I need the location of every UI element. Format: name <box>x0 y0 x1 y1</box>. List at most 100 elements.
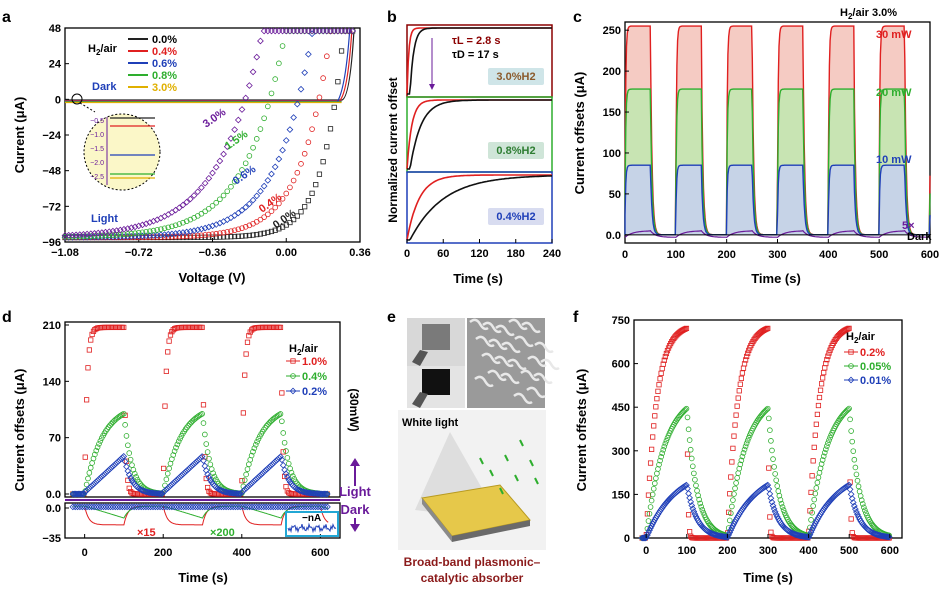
panel-b-label-bg <box>488 68 544 85</box>
panel-f-point-0.05% <box>650 485 657 492</box>
panel-f-point-0.05% <box>737 461 744 468</box>
panel-a-point-0.8% <box>265 103 271 110</box>
panel-a-xtick-label: 0.36 <box>349 247 370 259</box>
panel-d-point-0.4% <box>105 424 112 430</box>
panel-d-right-label: (30mW) <box>347 388 361 431</box>
panel-f-point-0.05% <box>733 480 739 486</box>
panel-d-dark-blue-point <box>140 503 147 511</box>
panel-d-light-label: Light <box>339 484 371 499</box>
panel-d-ytick-label: 140 <box>43 376 61 388</box>
panel-f-point-0.05% <box>738 457 745 464</box>
panel-f-point-0.01% <box>809 524 817 532</box>
panel-b-xlabel: Time (s) <box>453 271 503 286</box>
panel-d-point-0.4% <box>251 445 258 451</box>
panel-f-point-0.2% <box>821 370 827 376</box>
panel-f-point-0.01% <box>658 504 666 512</box>
panel-d-point-1.0% <box>244 339 251 345</box>
panel-c-title: H2/air 3.0% <box>840 7 897 21</box>
panel-d-ylabel: Current offsets (μA) <box>12 369 27 492</box>
panel-c-xtick-label: 500 <box>870 249 888 261</box>
panel-d-dark-blue-point <box>159 503 166 511</box>
panel-d-dark-blue-point <box>170 503 178 511</box>
panel-f-point-0.05% <box>819 457 826 463</box>
panel-f-point-0.05% <box>682 406 689 413</box>
panel-f-point-0.05% <box>648 497 655 504</box>
panel-d-dark-blue-point <box>295 503 303 511</box>
panel-d-point-0.2% <box>282 470 290 478</box>
panel-d-point-0.2% <box>120 452 128 460</box>
panel-d-dark-label: Dark <box>341 502 371 517</box>
panel-a-dark-label: Dark <box>92 81 117 93</box>
panel-f-point-0.05% <box>768 438 774 444</box>
panel-f-point-0.01% <box>689 505 697 513</box>
panel-a-point-0.0% <box>302 204 308 210</box>
panel-a-point-3.0% <box>205 174 213 182</box>
panel-f-point-0.2% <box>733 412 739 418</box>
panel-f-low-concentration: 0 100 200 300 400 500 600 0 150 300 450 600 750 Time… <box>574 315 903 585</box>
panel-f-point-0.05% <box>771 464 777 470</box>
panel-a-ytick-label: 0 <box>55 94 61 106</box>
panel-f-point-0.05% <box>745 435 752 441</box>
panel-d-point-0.4% <box>263 423 270 429</box>
panel-d-point-0.2% <box>200 457 207 464</box>
panel-f-point-0.05% <box>810 503 816 509</box>
panel-f-point-0.2% <box>847 479 853 485</box>
panel-d-dark-blue-point <box>283 503 291 511</box>
panel-e-sem-texture <box>500 372 520 385</box>
panel-f-point-0.05% <box>692 476 698 483</box>
panel-d-dark-blue-point <box>276 503 284 511</box>
panel-d-point-0.2% <box>275 454 283 462</box>
panel-f-point-0.05% <box>850 448 857 454</box>
panel-a-point-0.4% <box>301 150 308 157</box>
panel-d-dark-blue-point <box>258 503 265 511</box>
panel-c-power-cycles: 0 100 200 300 400 500 600 0.0 50 100 150 200 250 Tim… <box>572 7 939 286</box>
panel-a-point-0.0% <box>265 229 271 236</box>
panel-f-point-0.05% <box>774 483 781 489</box>
panel-a-point-0.0% <box>276 226 282 232</box>
panel-a-point-0.4% <box>231 227 238 234</box>
panel-a-point-3.0% <box>201 179 209 187</box>
panel-f-point-0.05% <box>824 443 830 449</box>
panel-a-point-0.6% <box>271 163 279 171</box>
panel-d-dark-blue-point <box>291 503 298 511</box>
panel-e-sample-after <box>422 369 450 395</box>
panel-f-point-0.05% <box>776 492 783 499</box>
panel-d-dark-blue-point <box>194 503 202 511</box>
panel-d-dark-blue-point <box>177 503 185 511</box>
panel-d-dark-blue-point <box>324 503 331 511</box>
panel-f-point-0.05% <box>823 446 829 453</box>
panel-f-point-0.05% <box>687 446 694 453</box>
panel-d-dark-blue-point <box>133 503 140 511</box>
panel-f-point-0.2% <box>848 516 854 522</box>
panel-a-point-0.8% <box>88 233 94 239</box>
panel-a-point-0.0% <box>291 216 297 223</box>
panel-a-point-0.8% <box>206 205 212 212</box>
panel-d-point-0.4% <box>276 411 282 418</box>
panel-d-point-0.4% <box>85 475 91 482</box>
panel-a-point-3.0% <box>175 204 183 212</box>
panel-a-point-0.0% <box>272 227 278 233</box>
panel-d-point-0.4% <box>246 461 252 468</box>
panel-f-point-0.01% <box>767 494 775 502</box>
panel-f-point-0.05% <box>815 474 822 481</box>
panel-d-point-1.0% <box>280 449 286 455</box>
panel-d-point-1.0% <box>163 368 169 374</box>
panel-a-point-0.6% <box>209 222 216 230</box>
panel-d-point-0.2% <box>154 490 162 497</box>
panel-a-point-0.4% <box>187 233 194 239</box>
panel-a-ytick-label: −48 <box>42 166 61 178</box>
panel-a-point-0.0% <box>213 234 219 240</box>
panel-d-dark-blue-point <box>312 503 320 511</box>
panel-d-dark-blue-point <box>93 503 100 511</box>
panel-d-dark-blue-point <box>168 503 176 511</box>
panel-d-legend-label: 0.4% <box>302 371 327 383</box>
panel-a-point-3.0% <box>113 227 120 234</box>
panel-d-point-0.4% <box>166 465 172 472</box>
panel-f-point-0.05% <box>862 507 868 514</box>
panel-b-tau-d: τD = 17 s <box>452 49 499 61</box>
panel-d-point-1.0% <box>203 475 209 482</box>
panel-d-point-0.2% <box>230 489 238 497</box>
panel-d-dark-blue-point <box>135 503 143 511</box>
panel-a-point-3.0% <box>131 223 139 231</box>
panel-d-dark-blue-point <box>222 503 230 511</box>
